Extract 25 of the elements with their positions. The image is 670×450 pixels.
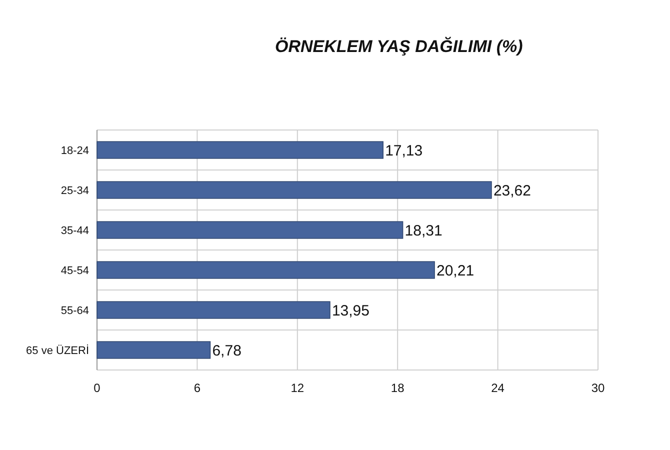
bar bbox=[96, 261, 435, 279]
data-label: 17,13 bbox=[385, 142, 423, 160]
bar bbox=[96, 301, 330, 319]
bar bbox=[96, 341, 211, 359]
bar bbox=[96, 221, 404, 239]
y-tick-label: 55-64 bbox=[60, 304, 89, 317]
data-label: 6,78 bbox=[212, 342, 242, 360]
y-tick-label: 45-54 bbox=[60, 264, 89, 277]
y-tick-label: 65 ve ÜZERİ bbox=[26, 344, 89, 357]
x-tick-label: 12 bbox=[290, 381, 304, 396]
x-tick-label: 6 bbox=[194, 381, 201, 396]
data-label: 20,21 bbox=[436, 262, 474, 280]
x-tick-label: 0 bbox=[94, 381, 101, 396]
y-tick-label: 18-24 bbox=[60, 144, 89, 157]
y-tick-label: 35-44 bbox=[60, 224, 89, 237]
bar bbox=[96, 141, 384, 159]
data-label: 18,31 bbox=[404, 222, 442, 240]
x-tick-label: 30 bbox=[591, 381, 605, 396]
x-tick-label: 24 bbox=[491, 381, 505, 396]
data-label: 13,95 bbox=[332, 302, 370, 320]
bar bbox=[96, 181, 492, 199]
x-tick-label: 18 bbox=[390, 381, 405, 396]
data-label: 23,62 bbox=[493, 182, 531, 200]
chart-title: ÖRNEKLEM YAŞ DAĞILIMI (%) bbox=[275, 36, 524, 56]
y-tick-label: 25-34 bbox=[60, 184, 89, 197]
